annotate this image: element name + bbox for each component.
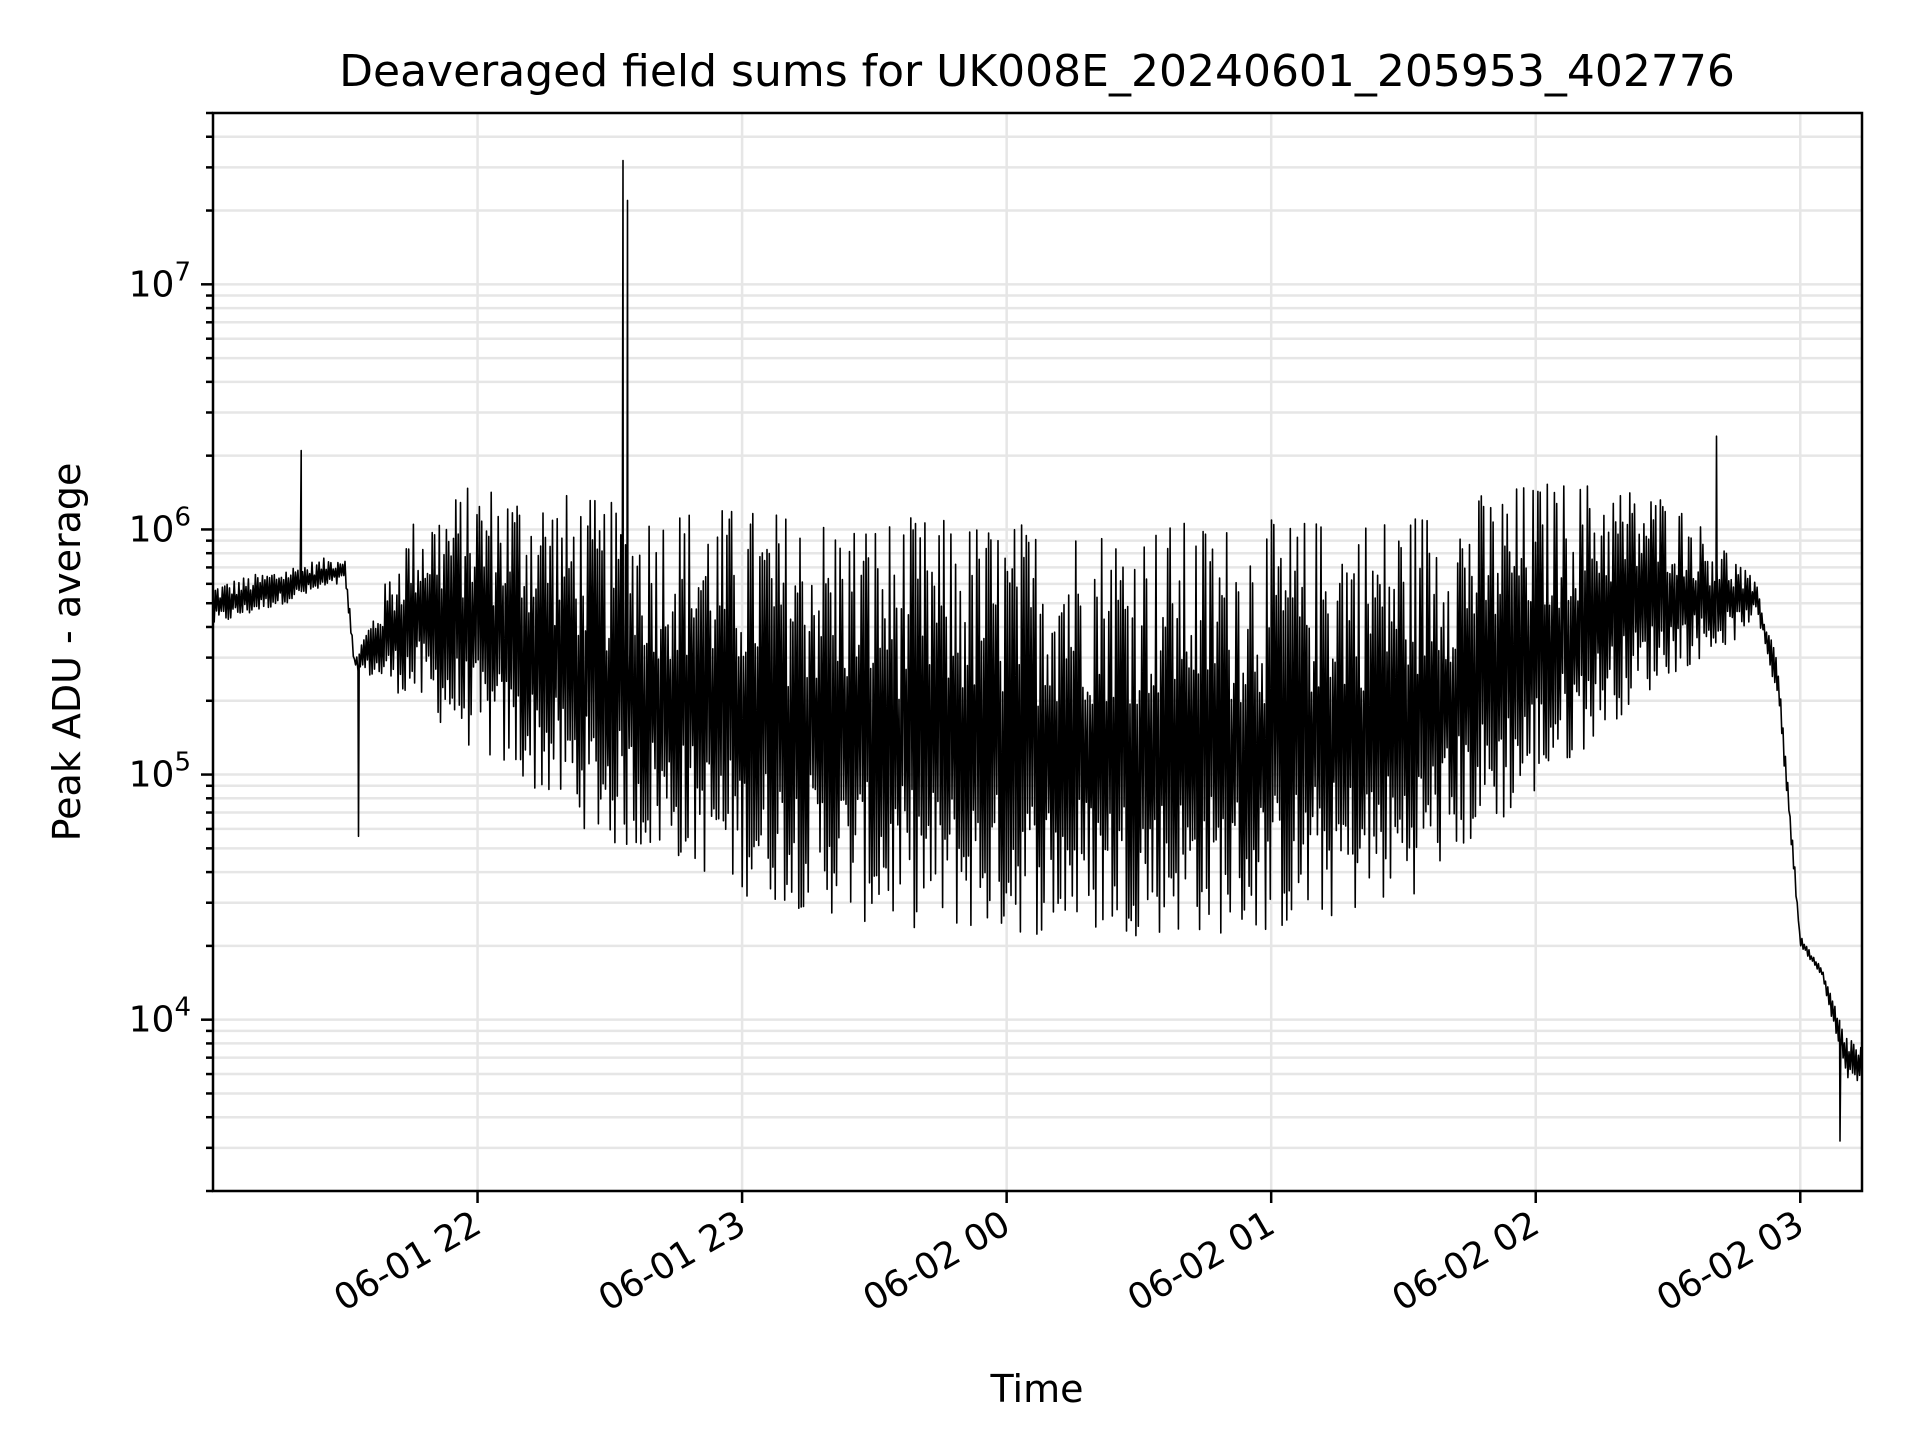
x-tick-label: 06-02 01 <box>1121 1203 1282 1319</box>
x-tick-label: 06-02 03 <box>1650 1203 1811 1319</box>
y-tick-label: 107 <box>129 257 191 305</box>
x-tick-label: 06-01 23 <box>592 1203 753 1319</box>
x-axis: 06-01 22 06-01 23 06-02 00 06-02 01 06-02 02… <box>327 1191 1811 1320</box>
plot-frame <box>211 111 1864 1193</box>
grid <box>213 111 1862 1193</box>
y-tick-label: 105 <box>129 748 191 796</box>
y-tick-label: 104 <box>129 993 191 1041</box>
x-tick-label: 06-02 02 <box>1386 1203 1547 1319</box>
chart-title: Deaveraged field sums for UK008E_2024060… <box>339 46 1735 97</box>
series-line <box>212 159 1863 1142</box>
x-tick-label: 06-01 22 <box>327 1203 488 1319</box>
y-axis: 104 105 106 107 <box>129 111 213 1193</box>
data-series <box>212 159 1863 1142</box>
x-tick-label: 06-02 00 <box>856 1203 1017 1319</box>
x-axis-label: Time <box>990 1367 1084 1411</box>
y-tick-label: 106 <box>129 502 191 550</box>
y-axis-label: Peak ADU - average <box>45 463 89 842</box>
